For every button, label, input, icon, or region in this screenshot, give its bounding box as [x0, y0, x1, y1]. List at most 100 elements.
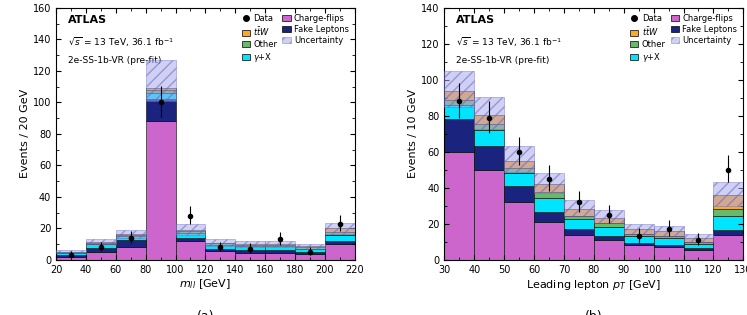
Bar [474, 97, 504, 129]
Bar [86, 242, 116, 243]
Bar [86, 243, 116, 244]
Bar [295, 254, 325, 260]
Bar [444, 71, 474, 107]
Bar [684, 244, 713, 248]
X-axis label: Leading lepton $p_{T}$ [GeV]: Leading lepton $p_{T}$ [GeV] [527, 278, 661, 291]
Bar [205, 239, 235, 246]
Bar [86, 244, 116, 248]
Bar [564, 235, 594, 260]
Bar [205, 249, 235, 251]
Bar [444, 100, 474, 105]
Bar [474, 115, 504, 124]
Bar [713, 209, 743, 216]
Bar [176, 238, 205, 241]
Text: $\sqrt{s}$ = 13 TeV, 36.1 fb$^{-1}$: $\sqrt{s}$ = 13 TeV, 36.1 fb$^{-1}$ [456, 36, 562, 49]
Bar [534, 192, 564, 198]
Bar [504, 168, 534, 174]
Bar [624, 229, 654, 234]
X-axis label: $m_{ll}$ [GeV]: $m_{ll}$ [GeV] [179, 278, 232, 291]
Bar [176, 241, 205, 260]
Bar [624, 245, 654, 260]
Bar [325, 228, 355, 232]
Bar [265, 250, 295, 253]
Y-axis label: Events / 20 GeV: Events / 20 GeV [20, 89, 30, 179]
Bar [265, 245, 295, 247]
Bar [205, 243, 235, 245]
Bar [654, 226, 684, 236]
Bar [534, 184, 564, 192]
Bar [504, 146, 534, 172]
Bar [504, 161, 534, 168]
Bar [295, 247, 325, 249]
Bar [205, 251, 235, 260]
Bar [325, 235, 355, 241]
Bar [534, 222, 564, 260]
Bar [474, 146, 504, 170]
Text: ATLAS: ATLAS [456, 15, 495, 26]
Bar [474, 124, 504, 130]
Bar [265, 241, 295, 247]
Bar [564, 216, 594, 219]
Bar [176, 231, 205, 233]
Bar [325, 241, 355, 244]
Bar [235, 245, 265, 247]
Bar [534, 212, 564, 222]
Bar [534, 174, 564, 193]
Bar [235, 241, 265, 247]
Bar [444, 152, 474, 260]
Legend: Data, $t\bar{t}W$, Other, $\gamma$+X, Charge-flips, Fake Leptons, Uncertainty, : Data, $t\bar{t}W$, Other, $\gamma$+X, Ch… [628, 12, 739, 66]
Bar [474, 130, 504, 146]
Text: (b): (b) [585, 310, 603, 315]
Bar [146, 99, 176, 121]
Bar [325, 223, 355, 234]
Bar [713, 182, 743, 206]
Bar [146, 60, 176, 101]
Bar [654, 238, 684, 244]
Bar [684, 238, 713, 242]
Bar [684, 250, 713, 260]
Bar [146, 93, 176, 99]
Bar [325, 232, 355, 235]
Bar [624, 243, 654, 245]
Bar [594, 223, 624, 226]
Bar [86, 248, 116, 252]
Bar [594, 218, 624, 223]
Bar [235, 250, 265, 253]
Bar [534, 198, 564, 212]
Bar [295, 252, 325, 254]
Bar [116, 234, 146, 235]
Bar [624, 224, 654, 234]
Bar [624, 234, 654, 237]
Bar [265, 247, 295, 250]
Bar [176, 224, 205, 236]
Text: $\sqrt{s}$ = 13 TeV, 36.1 fb$^{-1}$: $\sqrt{s}$ = 13 TeV, 36.1 fb$^{-1}$ [68, 36, 174, 49]
Bar [56, 257, 86, 260]
Bar [295, 249, 325, 252]
Bar [235, 253, 265, 260]
Bar [444, 119, 474, 152]
Text: 2e-SS-1b-VR (pre-fit): 2e-SS-1b-VR (pre-fit) [456, 56, 550, 65]
Legend: Data, $t\bar{t}W$, Other, $\gamma$+X, Charge-flips, Fake Leptons, Uncertainty, : Data, $t\bar{t}W$, Other, $\gamma$+X, Ch… [240, 12, 350, 66]
Bar [504, 202, 534, 260]
Bar [654, 236, 684, 238]
Text: ATLAS: ATLAS [68, 15, 107, 26]
Bar [713, 195, 743, 209]
Bar [474, 170, 504, 260]
Bar [684, 242, 713, 244]
Bar [86, 252, 116, 260]
Bar [444, 105, 474, 119]
Bar [594, 237, 624, 240]
Bar [594, 226, 624, 237]
Bar [176, 230, 205, 231]
Bar [504, 186, 534, 202]
Bar [564, 229, 594, 235]
Text: (a): (a) [196, 310, 214, 315]
Bar [56, 255, 86, 257]
Bar [146, 88, 176, 90]
Bar [116, 247, 146, 260]
Bar [654, 247, 684, 260]
Bar [116, 230, 146, 238]
Bar [564, 200, 594, 216]
Bar [205, 245, 235, 249]
Text: 2e-SS-1b-VR (pre-fit): 2e-SS-1b-VR (pre-fit) [68, 56, 161, 65]
